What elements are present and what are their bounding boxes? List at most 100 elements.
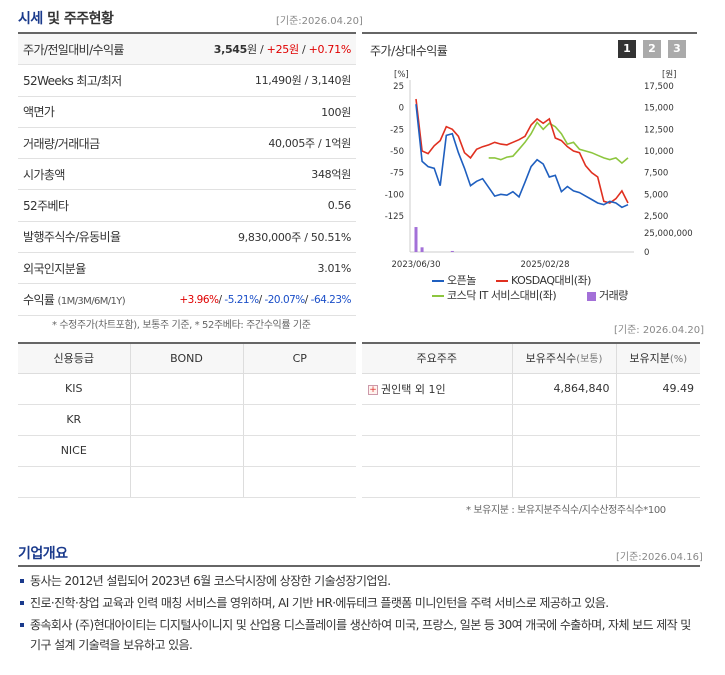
- table-row: + 권인택 외 1인 4,864,840 49.49: [362, 373, 700, 405]
- expand-plus-icon[interactable]: +: [368, 384, 378, 395]
- table-header-row: 신용등급 BOND CP: [18, 343, 356, 374]
- chart-basis-date: [기준: 2026.04.20]: [614, 325, 705, 336]
- price-row-value: 3,545원 / +25원 / +0.71%: [168, 41, 356, 57]
- price-row: 주가/전일대비/수익률 3,545원 / +25원 / +0.71%: [18, 34, 356, 66]
- legend-swatch: [432, 280, 444, 282]
- table-cell: [243, 466, 356, 498]
- left-tick-label: -100: [385, 190, 404, 200]
- separator: /: [304, 293, 311, 306]
- table-row: [362, 404, 700, 436]
- return-6m: -20.07%: [264, 293, 305, 306]
- price-note: * 수정주가(차트포함), 보통주 기준, * 52주베타: 주간수익률 기준: [52, 320, 311, 331]
- table-header-row: 주요주주 보유주식수(보통) 보유지분(%): [362, 343, 700, 374]
- table-cell: [130, 404, 244, 436]
- left-tick-label: -125: [385, 212, 404, 222]
- section-title-overview: 기업개요: [18, 546, 68, 562]
- price-unit: 원: [247, 43, 257, 57]
- price-row-label: 수익률 (1M/3M/6M/1Y): [18, 291, 168, 308]
- table-header: 보유주식수(보통): [512, 343, 617, 374]
- volume-bar: [420, 247, 424, 252]
- volume-bar: [450, 250, 454, 252]
- table-cell: [616, 404, 700, 436]
- right-tick-label: 12,500: [644, 125, 674, 135]
- series-line: [488, 121, 629, 165]
- table-cell: [18, 466, 131, 498]
- overview-item: 진로·진학·창업 교육과 인력 매칭 서비스를 영위하며, AI 기반 HR·에…: [18, 593, 700, 613]
- price-row-value: 100원: [321, 105, 351, 119]
- left-unit-label: [%]: [394, 70, 409, 80]
- table-cell: [130, 435, 244, 467]
- right-tick-label: 2,500: [644, 212, 668, 222]
- table-cell: [130, 373, 244, 405]
- x-tick-label: 2025/02/28: [521, 260, 570, 269]
- legend-label: 오픈놀: [447, 274, 476, 287]
- table-cell: [616, 435, 700, 467]
- returns-label: 수익률: [23, 293, 55, 308]
- return-1y: -64.23%: [310, 293, 352, 306]
- current-price: 3,545: [213, 43, 248, 57]
- price-chart: [%] [원] 25 0 -25 -50 -75 -100 -125 17,500 15,000 12…: [385, 70, 693, 269]
- volume-bar: [414, 227, 418, 252]
- right-unit-label: [원]: [662, 70, 676, 80]
- price-row-label: 주가/전일대비/수익률: [23, 42, 124, 57]
- table-cell: [616, 466, 700, 498]
- header-label: 보유지분: [629, 352, 670, 366]
- section-title-sub: 및 주주현황: [47, 11, 114, 27]
- shareholder-name[interactable]: 권인택 외 1인: [381, 382, 446, 396]
- return-1m: +3.96%: [179, 293, 219, 306]
- change-unit: 원: [288, 43, 299, 57]
- basis-date-market: [기준:2026.04.20]: [276, 16, 363, 27]
- right-tick-label: 17,500: [644, 82, 674, 92]
- table-cell: [362, 466, 513, 498]
- overview-item: 종속회사 (주)현대아이티는 디지털사이니지 및 산업용 디스플레이를 생산하여…: [18, 615, 700, 655]
- basis-date-overview: [기준:2026.04.16]: [616, 552, 703, 563]
- volume-tick-label: 25,000,000: [644, 229, 693, 239]
- table-cell: [130, 466, 244, 498]
- table-cell: [512, 404, 617, 436]
- price-row-value: 11,490원 / 3,140원: [254, 74, 351, 88]
- section-title-main: 시세: [18, 11, 43, 27]
- price-row-label: 발행주식수/유동비율: [23, 230, 121, 245]
- price-change: +25: [266, 43, 290, 57]
- table-cell: [362, 435, 513, 467]
- chart-tab-2[interactable]: 2: [643, 40, 661, 58]
- separator: /: [256, 43, 267, 57]
- legend-item: KOSDAQ대비(좌): [496, 272, 591, 288]
- table-cell: [243, 404, 356, 436]
- chart-tab-1[interactable]: 1: [618, 40, 636, 58]
- table-header: 보유지분(%): [616, 343, 700, 374]
- series-line: [415, 104, 629, 209]
- left-tick-label: -75: [390, 169, 404, 179]
- credit-rating-table: 신용등급 BOND CP KIS KR NICE: [18, 342, 356, 498]
- overview-item: 동사는 2012년 설립되어 2023년 6월 코스닥시장에 상장한 기술성장기…: [18, 571, 700, 591]
- section-title-market: 시세 및 주주현황: [18, 8, 114, 28]
- price-row: 수익률 (1M/3M/6M/1Y) +3.96%/ -5.21%/ -20.07…: [18, 284, 356, 316]
- price-row-value: 40,005주 / 1억원: [268, 137, 351, 151]
- left-tick-label: -25: [390, 125, 404, 135]
- separator: /: [218, 293, 225, 306]
- header-unit: (%): [669, 354, 688, 366]
- price-row-label: 52Weeks 최고/최저: [23, 73, 122, 88]
- table-cell: NICE: [18, 435, 131, 467]
- right-tick-label: 7,500: [644, 169, 668, 179]
- price-row: 52Weeks 최고/최저 11,490원 / 3,140원: [18, 65, 356, 97]
- legend-label: 거래량: [599, 289, 628, 302]
- table-cell: [512, 435, 617, 467]
- left-tick-label: -50: [390, 147, 404, 157]
- price-row: 시가총액 348억원: [18, 159, 356, 191]
- chart-tab-3[interactable]: 3: [668, 40, 686, 58]
- price-row: 52주베타 0.56: [18, 190, 356, 222]
- price-row: 거래량/거래대금 40,005주 / 1억원: [18, 128, 356, 160]
- chart-panel: 주가/상대수익률 1 2 3 [%] [원] 25 0 -25 -50 -75 -100 -12…: [362, 32, 697, 314]
- right-tick-label: 15,000: [644, 104, 674, 114]
- price-row-label: 시가총액: [23, 167, 65, 182]
- table-cell: [243, 373, 356, 405]
- price-row: 외국인지분율 3.01%: [18, 253, 356, 285]
- legend-swatch: [496, 280, 508, 282]
- price-row-label: 액면가: [23, 105, 55, 120]
- header-unit: (보통): [576, 354, 603, 366]
- separator: /: [258, 293, 265, 306]
- table-row: [362, 435, 700, 467]
- return-3m: -5.21%: [224, 293, 259, 306]
- legend-item: 오픈놀: [432, 272, 476, 288]
